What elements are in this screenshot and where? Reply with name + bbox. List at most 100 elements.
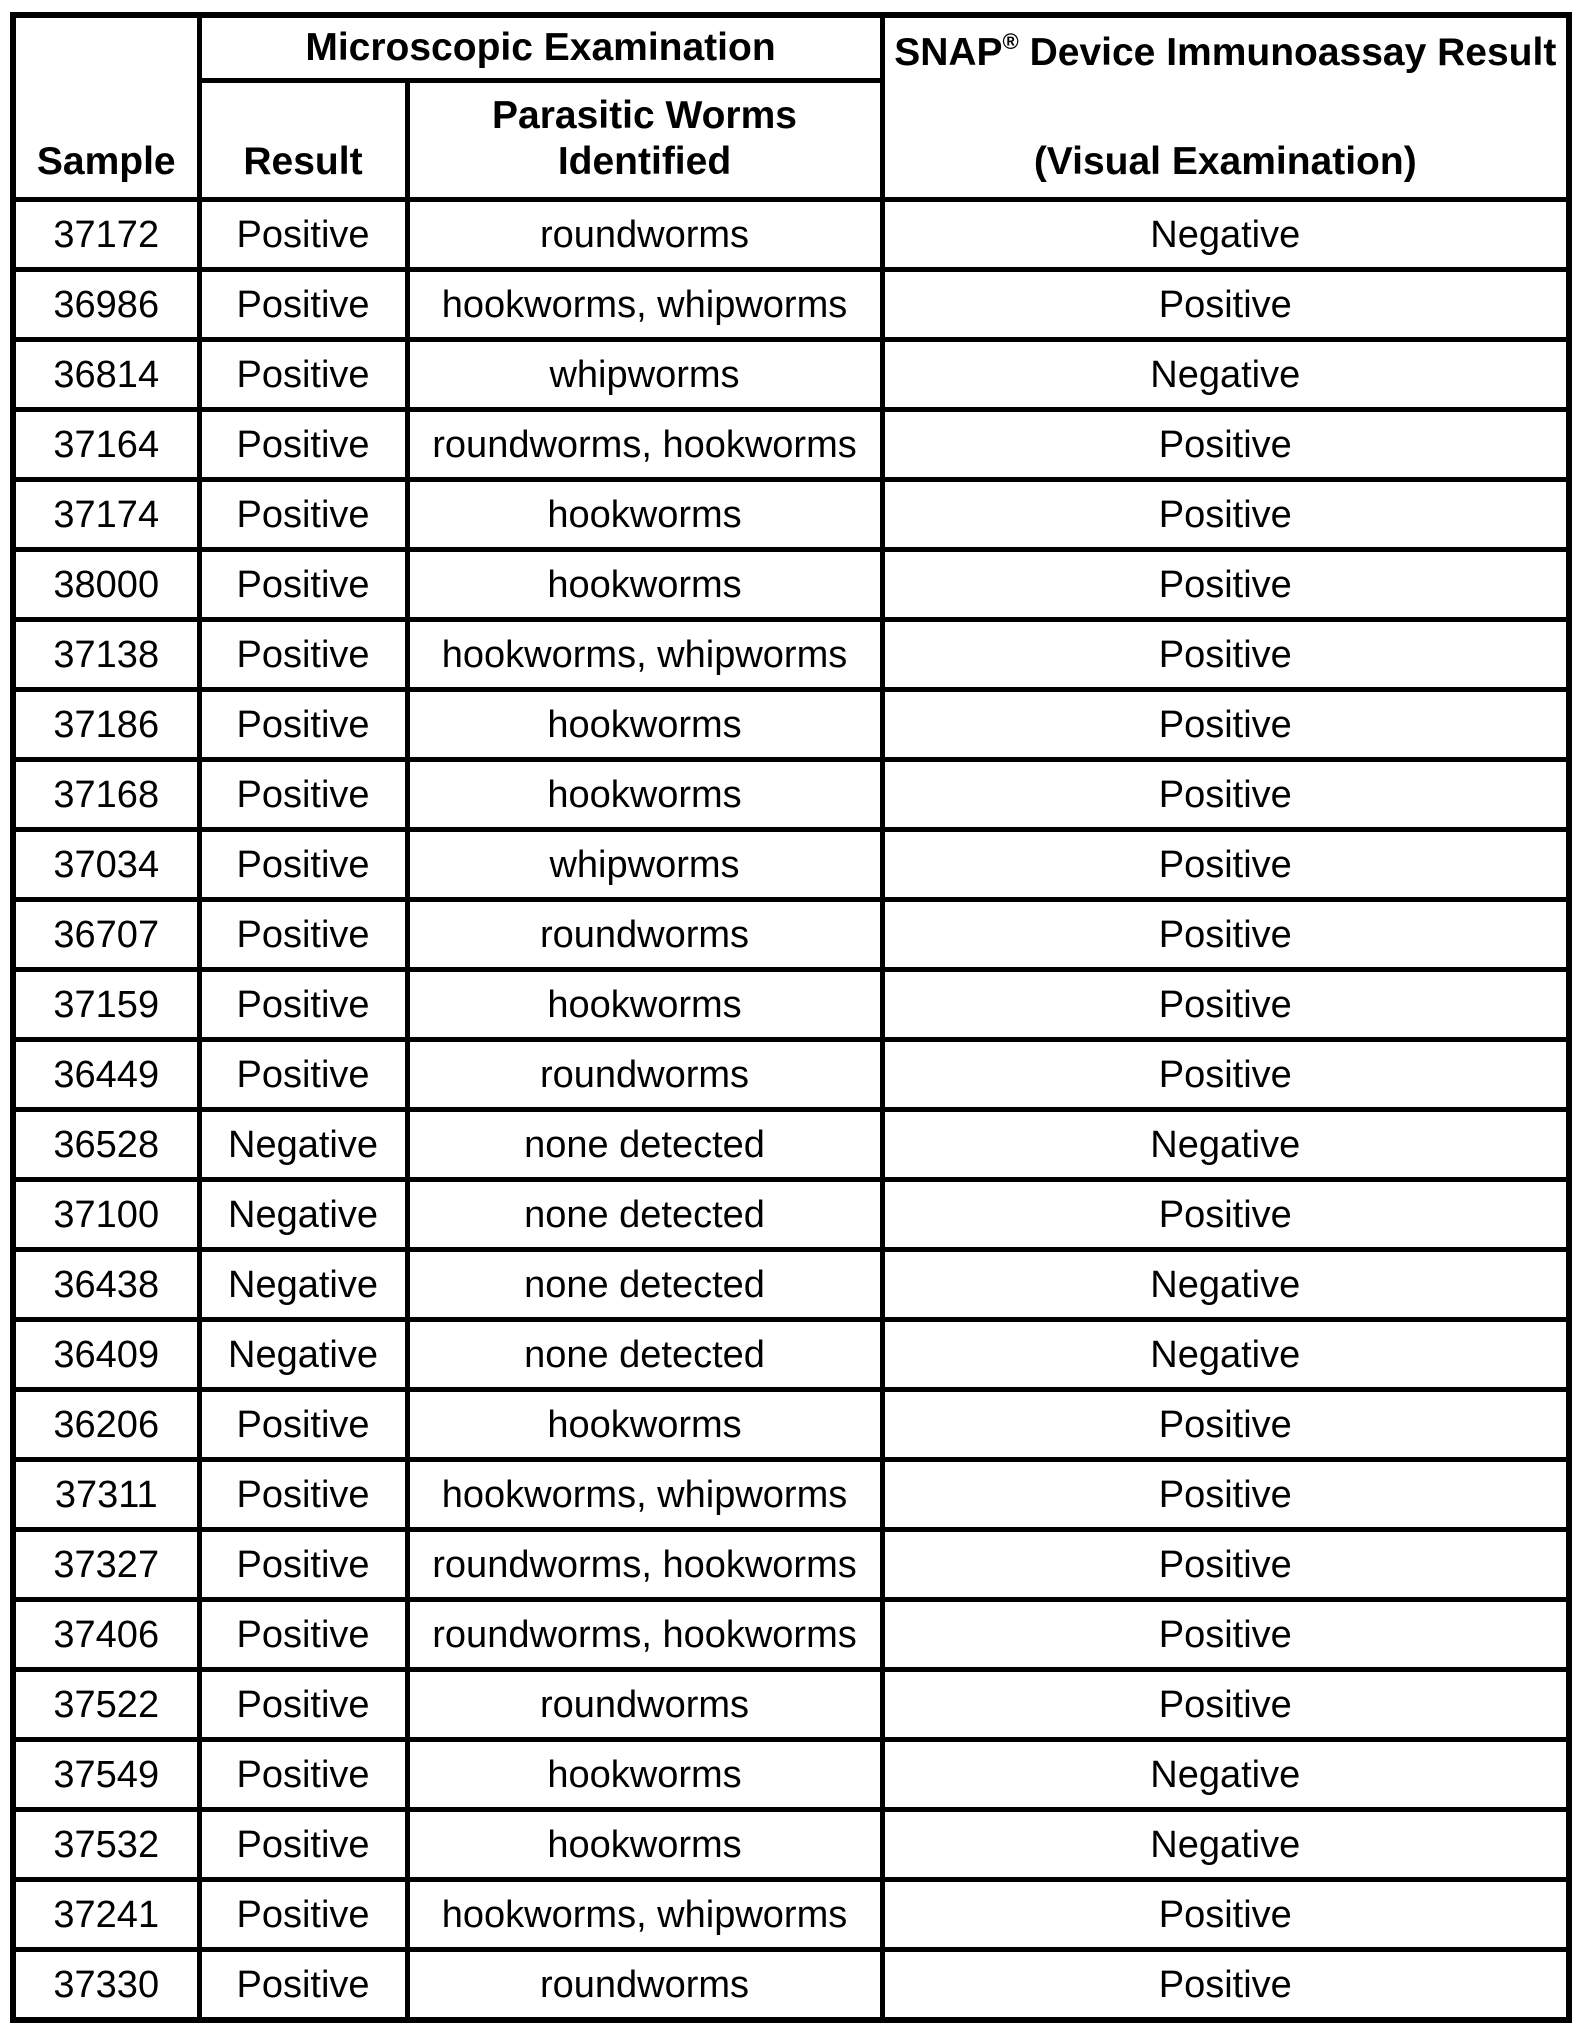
worms-cell: none detected (404, 1317, 885, 1392)
table-row: 36986 Positive hookworms, whipworms Posi… (10, 267, 1572, 342)
snap-title-rest-text: Device Immunoassay Result (1018, 31, 1557, 74)
result-cell: Positive (196, 1737, 410, 1812)
snap-cell: Positive (879, 1457, 1572, 1532)
microscopic-examination-group-header: Microscopic Examination (196, 12, 885, 83)
sample-cell: 37532 (10, 1807, 202, 1882)
sample-cell: 37100 (10, 1177, 202, 1252)
snap-cell: Positive (879, 1667, 1572, 1742)
sample-cell: 37164 (10, 407, 202, 482)
sample-cell: 37549 (10, 1737, 202, 1812)
sample-cell: 36438 (10, 1247, 202, 1322)
worms-cell: hookworms (404, 1387, 885, 1462)
snap-cell: Positive (879, 1947, 1572, 2023)
result-column-header: Result (196, 78, 410, 202)
worms-cell: roundworms (404, 1947, 885, 2023)
result-cell: Positive (196, 1527, 410, 1602)
snap-cell: Positive (879, 1527, 1572, 1602)
worms-cell: whipworms (404, 337, 885, 412)
result-cell: Positive (196, 1387, 410, 1462)
worms-cell: hookworms (404, 1737, 885, 1812)
table-row: 36438 Negative none detected Negative (10, 1247, 1572, 1322)
table-row: 37034 Positive whipworms Positive (10, 827, 1572, 902)
worms-cell: hookworms, whipworms (404, 1457, 885, 1532)
worms-cell: hookworms (404, 757, 885, 832)
sample-cell: 36449 (10, 1037, 202, 1112)
table-row: 37159 Positive hookworms Positive (10, 967, 1572, 1042)
snap-cell: Positive (879, 1177, 1572, 1252)
table-row: 36707 Positive roundworms Positive (10, 897, 1572, 972)
result-cell: Negative (196, 1107, 410, 1182)
table-body: 37172 Positive roundworms Negative 36986… (10, 197, 1572, 2023)
result-cell: Positive (196, 1037, 410, 1112)
worms-cell: hookworms, whipworms (404, 1877, 885, 1952)
sample-cell: 36707 (10, 897, 202, 972)
header-row-sub: Result Parasitic Worms Identified (13, 78, 1569, 202)
table-row: 37164 Positive roundworms, hookworms Pos… (10, 407, 1572, 482)
worms-cell: none detected (404, 1177, 885, 1252)
snap-cell: Positive (879, 967, 1572, 1042)
sample-cell: 37186 (10, 687, 202, 762)
snap-cell: Positive (879, 1387, 1572, 1462)
worms-cell: hookworms (404, 687, 885, 762)
worms-cell: whipworms (404, 827, 885, 902)
result-cell: Positive (196, 1947, 410, 2023)
table-row: 37186 Positive hookworms Positive (10, 687, 1572, 762)
result-cell: Negative (196, 1317, 410, 1392)
sample-cell: 37034 (10, 827, 202, 902)
sample-cell: 38000 (10, 547, 202, 622)
snap-cell: Positive (879, 897, 1572, 972)
table-row: 37549 Positive hookworms Negative (10, 1737, 1572, 1812)
worms-cell: hookworms, whipworms (404, 617, 885, 692)
result-cell: Positive (196, 757, 410, 832)
snap-cell: Negative (879, 197, 1572, 272)
sample-cell: 36409 (10, 1317, 202, 1392)
table-row: 37327 Positive roundworms, hookworms Pos… (10, 1527, 1572, 1602)
snap-column-header: SNAP® Device Immunoassay Result (Visual … (879, 12, 1572, 202)
sample-cell: 37311 (10, 1457, 202, 1532)
snap-cell: Positive (879, 407, 1572, 482)
table-row: 37406 Positive roundworms, hookworms Pos… (10, 1597, 1572, 1672)
worms-cell: hookworms (404, 1807, 885, 1882)
worms-cell: none detected (404, 1247, 885, 1322)
sample-cell: 37172 (10, 197, 202, 272)
worms-cell: none detected (404, 1107, 885, 1182)
worms-cell: roundworms (404, 1667, 885, 1742)
snap-cell: Negative (879, 1807, 1572, 1882)
table-row: 37172 Positive roundworms Negative (10, 197, 1572, 272)
snap-cell: Positive (879, 827, 1572, 902)
table-row: 37100 Negative none detected Positive (10, 1177, 1572, 1252)
table-row: 36449 Positive roundworms Positive (10, 1037, 1572, 1112)
sample-cell: 37138 (10, 617, 202, 692)
table-row: 37311 Positive hookworms, whipworms Posi… (10, 1457, 1572, 1532)
header-row-top: Sample Microscopic Examination SNAP® Dev… (10, 12, 1572, 202)
worms-header-line1: Parasitic Worms (492, 94, 797, 137)
snap-column-title: SNAP® Device Immunoassay Result (887, 30, 1564, 76)
snap-cell: Positive (879, 1597, 1572, 1672)
sample-cell: 36206 (10, 1387, 202, 1462)
worms-cell: roundworms, hookworms (404, 1527, 885, 1602)
sample-cell: 37241 (10, 1877, 202, 1952)
table-row: 37168 Positive hookworms Positive (10, 757, 1572, 832)
result-cell: Positive (196, 897, 410, 972)
sample-cell: 36986 (10, 267, 202, 342)
result-cell: Positive (196, 1667, 410, 1742)
table-row: 36409 Negative none detected Negative (10, 1317, 1572, 1392)
worms-cell: roundworms (404, 897, 885, 972)
table-row: 36206 Positive hookworms Positive (10, 1387, 1572, 1462)
snap-cell: Negative (879, 1107, 1572, 1182)
worms-cell: hookworms, whipworms (404, 267, 885, 342)
result-cell: Positive (196, 267, 410, 342)
result-cell: Positive (196, 1597, 410, 1672)
result-cell: Positive (196, 967, 410, 1042)
result-cell: Negative (196, 1177, 410, 1252)
sample-cell: 37330 (10, 1947, 202, 2023)
table-row: 37138 Positive hookworms, whipworms Posi… (10, 617, 1572, 692)
table-row: 37241 Positive hookworms, whipworms Posi… (10, 1877, 1572, 1952)
sample-cell: 36528 (10, 1107, 202, 1182)
worms-cell: roundworms, hookworms (404, 1597, 885, 1672)
result-cell: Positive (196, 687, 410, 762)
result-cell: Positive (196, 197, 410, 272)
worms-cell: hookworms (404, 477, 885, 552)
table-row: 37174 Positive hookworms Positive (10, 477, 1572, 552)
result-cell: Positive (196, 547, 410, 622)
